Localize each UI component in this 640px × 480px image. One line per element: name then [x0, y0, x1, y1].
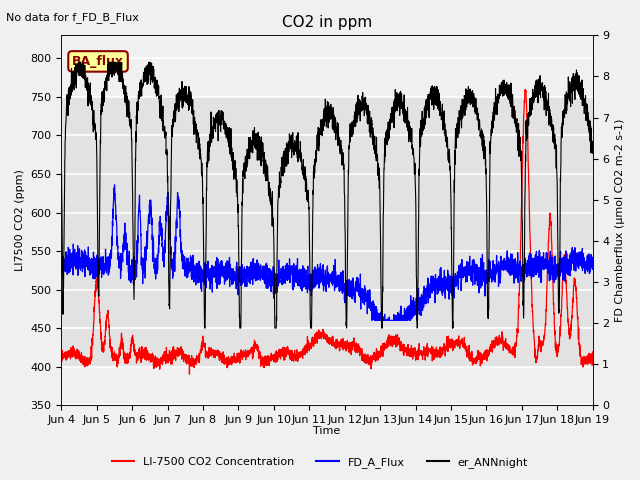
Text: BA_flux: BA_flux — [72, 55, 124, 68]
Y-axis label: LI7500 CO2 (ppm): LI7500 CO2 (ppm) — [15, 169, 25, 271]
Bar — [61, 97, 593, 367]
X-axis label: Time: Time — [314, 426, 340, 436]
Legend: LI-7500 CO2 Concentration, FD_A_Flux, er_ANNnight: LI-7500 CO2 Concentration, FD_A_Flux, er… — [108, 452, 532, 472]
Text: No data for f_FD_B_Flux: No data for f_FD_B_Flux — [6, 12, 140, 23]
Y-axis label: FD Chamberflux (μmol CO2 m-2 s-1): FD Chamberflux (μmol CO2 m-2 s-1) — [615, 119, 625, 322]
Title: CO2 in ppm: CO2 in ppm — [282, 15, 372, 30]
